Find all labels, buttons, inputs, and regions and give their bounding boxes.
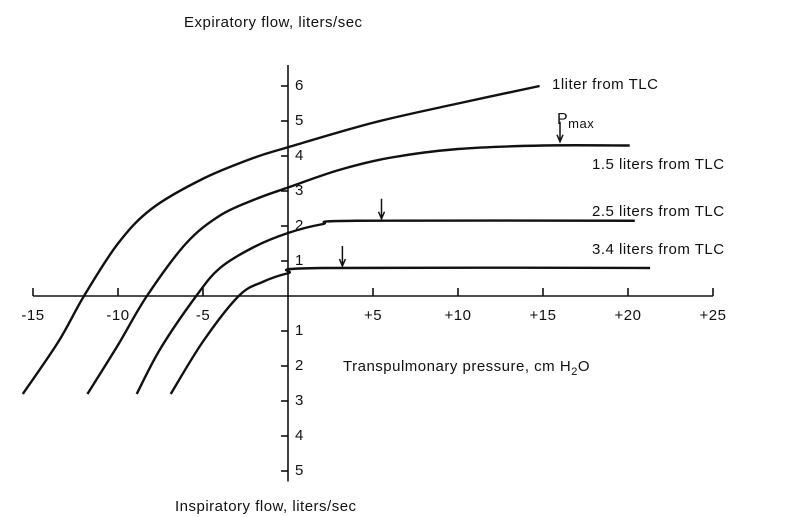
x-tick-label: +15: [530, 307, 557, 324]
pmax-arrow: [556, 121, 564, 144]
x-label-tail: O: [578, 358, 590, 375]
pmax-p: P: [557, 111, 568, 128]
series-label: 2.5 liters from TLC: [592, 203, 725, 220]
chart-title: Expiratory flow, liters/sec: [184, 14, 363, 31]
y-tick-label: 1: [295, 322, 304, 339]
y-tick-label: 4: [295, 147, 304, 164]
x-tick-label: -15: [21, 307, 44, 324]
x-label-text: Transpulmonary pressure, cm H: [343, 358, 571, 375]
pmax-arrow: [377, 198, 386, 221]
pmax-label: Pmax: [557, 111, 594, 131]
y-tick-label: 5: [295, 462, 304, 479]
x-tick-label: -5: [196, 307, 210, 324]
y-tick-label: 1: [295, 252, 304, 269]
pmax-arrow: [338, 246, 347, 268]
pmax-sub: max: [568, 116, 594, 131]
y-tick-label: 5: [295, 112, 304, 129]
x-tick-label: +20: [615, 307, 642, 324]
y-tick-label: 4: [295, 427, 304, 444]
x-tick-label: -10: [106, 307, 129, 324]
y-tick-label: 3: [295, 182, 304, 199]
curve: [86, 144, 630, 395]
series-label: 3.4 liters from TLC: [592, 241, 725, 258]
x-axis-label: Transpulmonary pressure, cm H2O: [343, 358, 590, 378]
curve: [169, 266, 651, 395]
x-tick-label: +10: [445, 307, 472, 324]
y-tick-label: 6: [295, 77, 304, 94]
y-tick-label: 2: [295, 217, 304, 234]
x-label-sub: 2: [571, 366, 578, 378]
curve: [135, 219, 635, 395]
bottom-title: Inspiratory flow, liters/sec: [175, 498, 357, 515]
y-tick-label: 3: [295, 392, 304, 409]
x-tick-label: +25: [700, 307, 727, 324]
y-tick-label: 2: [295, 357, 304, 374]
series-label: 1.5 liters from TLC: [592, 156, 725, 173]
x-tick-label: +5: [364, 307, 382, 324]
series-label: 1liter from TLC: [552, 76, 658, 93]
curve: [21, 84, 540, 395]
